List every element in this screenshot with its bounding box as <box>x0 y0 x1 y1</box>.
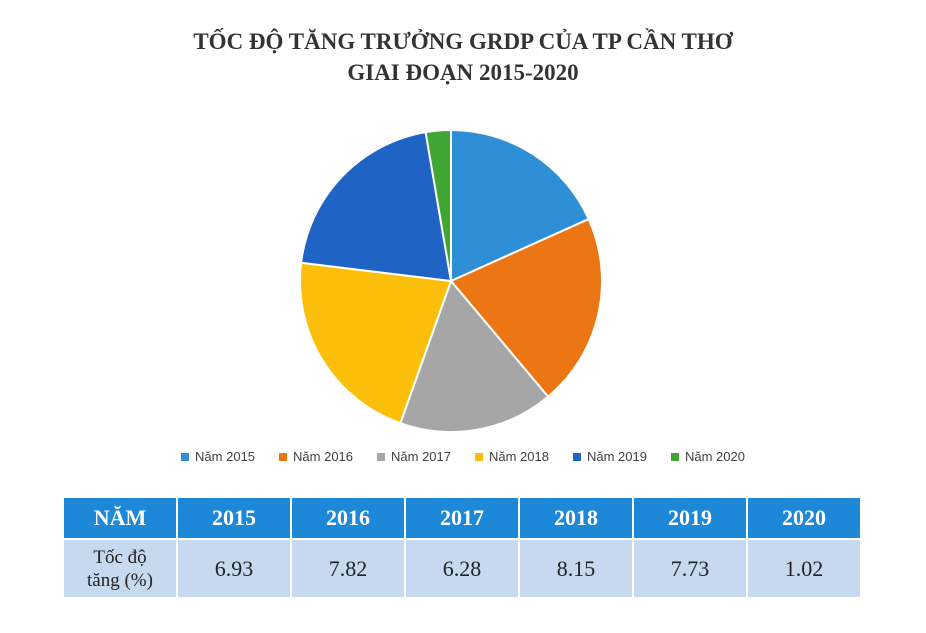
row-label-line-2: tăng (%) <box>87 569 153 591</box>
chart-legend: Năm 2015 Năm 2016 Năm 2017 Năm 2018 Năm … <box>0 449 926 464</box>
legend-swatch-2015 <box>181 452 190 461</box>
pie-slice-năm-2015 <box>450 128 591 283</box>
legend-swatch-2018 <box>475 452 483 461</box>
legend-swatch-2016 <box>279 452 288 461</box>
pie-slice-năm-2016 <box>449 217 603 399</box>
table-cell-value: 6.28 <box>404 538 520 599</box>
legend-label-2020: Năm 2020 <box>684 449 745 464</box>
legend-swatch-2017 <box>377 452 386 461</box>
table-header-year: 2016 <box>290 496 406 540</box>
table-cell-value: 7.73 <box>632 538 748 599</box>
legend-item-2020: Năm 2020 <box>670 449 745 464</box>
table-row: Tốc độ tăng (%) 6.93 7.82 6.28 8.15 7.73… <box>62 538 862 599</box>
pie-chart <box>299 128 603 433</box>
table-header-year: 2018 <box>518 496 634 540</box>
table-cell-value: 6.93 <box>176 538 292 599</box>
legend-item-2019: Năm 2019 <box>572 449 647 464</box>
legend-item-2016: Năm 2016 <box>279 449 353 464</box>
data-table: NĂM 2015 2016 2017 2018 2019 2020 Tốc độ… <box>62 496 862 599</box>
legend-item-2017: Năm 2017 <box>377 449 451 464</box>
pie-slice-năm-2020 <box>424 128 452 282</box>
legend-swatch-2019 <box>572 452 581 461</box>
pie-slice-năm-2018 <box>299 261 453 425</box>
chart-title: TỐC ĐỘ TĂNG TRƯỞNG GRDP CỦA TP CẦN THƠ G… <box>0 26 926 88</box>
legend-label-2017: Năm 2017 <box>391 449 451 464</box>
table-header-label: NĂM <box>62 496 178 540</box>
pie-slice-năm-2019 <box>299 130 453 283</box>
legend-label-2018: Năm 2018 <box>489 449 549 464</box>
legend-label-2016: Năm 2016 <box>293 449 354 464</box>
legend-swatch-2020 <box>670 452 679 461</box>
table-cell-value: 7.82 <box>290 538 406 599</box>
table-header-year: 2015 <box>176 496 292 540</box>
legend-label-2015: Năm 2015 <box>195 449 256 464</box>
table-row-label: Tốc độ tăng (%) <box>62 538 178 599</box>
legend-label-2019: Năm 2019 <box>586 449 647 464</box>
table-header-year: 2019 <box>632 496 748 540</box>
table-header-year: 2017 <box>404 496 520 540</box>
row-label-line-1: Tốc độ <box>93 546 147 568</box>
legend-item-2015: Năm 2015 <box>181 449 255 464</box>
chart-title-line-2: GIAI ĐOẠN 2015-2020 <box>347 60 579 85</box>
table-header-year: 2020 <box>746 496 862 540</box>
table-cell-value: 8.15 <box>518 538 634 599</box>
table-header-row: NĂM 2015 2016 2017 2018 2019 2020 <box>62 496 862 540</box>
table-cell-value: 1.02 <box>746 538 862 599</box>
legend-item-2018: Năm 2018 <box>475 449 549 464</box>
chart-title-line-1: TỐC ĐỘ TĂNG TRƯỞNG GRDP CỦA TP CẦN THƠ <box>193 29 733 54</box>
pie-slice-năm-2017 <box>399 279 550 433</box>
